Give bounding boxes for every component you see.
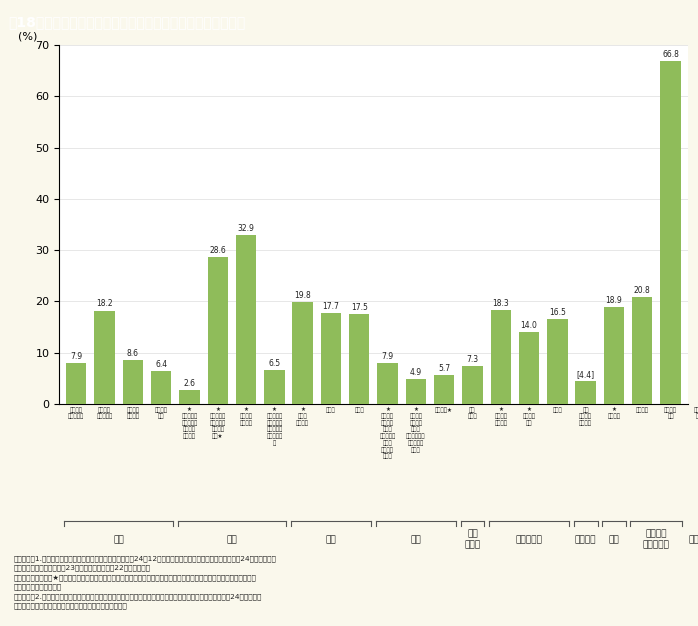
Text: 弁護士: 弁護士 [355,407,364,413]
Text: その他の
専門的職業: その他の 専門的職業 [643,530,670,550]
Text: （分野）: （分野） [689,535,698,544]
Text: 農林
水産業: 農林 水産業 [468,407,477,419]
Bar [292,302,313,404]
Bar [547,319,567,404]
Text: 8.6: 8.6 [127,349,139,357]
Text: 5.7: 5.7 [438,364,450,372]
Bar [236,235,256,404]
Text: 研究者: 研究者 [553,407,562,413]
Text: 国会議員
（衆議院）: 国会議員 （衆議院） [68,407,84,419]
Text: ★
民間企業
における
管理職
（１００人
以上）
（部長相
当職）: ★ 民間企業 における 管理職 （１００人 以上） （部長相 当職） [380,407,396,459]
Bar [434,374,454,404]
Bar [491,310,511,404]
Text: 17.5: 17.5 [351,303,368,312]
Text: 17.7: 17.7 [322,302,339,311]
Bar [349,314,369,404]
Text: 政治: 政治 [113,535,124,544]
Text: 6.4: 6.4 [155,360,168,369]
Bar [321,313,341,404]
Text: 4.9: 4.9 [410,367,422,377]
Bar [207,257,228,404]
Text: 20.8: 20.8 [634,286,651,295]
Text: ★
自治会長: ★ 自治会長 [607,407,621,419]
Text: 都道府県
議会議員: 都道府県 議会議員 [126,407,140,419]
Text: ★
国の審議
会等委員: ★ 国の審議 会等委員 [239,407,253,426]
Text: 医師＊＊: 医師＊＊ [636,407,648,413]
Text: ★
大学講師
以上: ★ 大学講師 以上 [523,407,535,426]
Text: 裁判官: 裁判官 [326,407,336,413]
Text: 16.5: 16.5 [549,308,566,317]
Bar [660,61,681,404]
Text: 歯科医師
＊＊: 歯科医師 ＊＊ [664,407,677,419]
Bar [462,366,482,404]
Text: 司法: 司法 [325,535,336,544]
Bar [66,363,87,404]
Bar [378,363,398,404]
Text: 14.0: 14.0 [521,321,537,330]
Text: 農業委員★: 農業委員★ [436,407,453,413]
Bar [94,310,114,404]
Text: [4.4]: [4.4] [577,370,595,379]
Text: (%): (%) [19,31,38,41]
Text: メディア: メディア [575,535,596,544]
Text: ★
国家公務員
（１種試験
専門事務
系区分）: ★ 国家公務員 （１種試験 専門事務 系区分） [181,407,198,439]
Bar [632,297,653,404]
Text: 7.3: 7.3 [466,356,479,364]
Bar [123,360,143,404]
Text: 18.9: 18.9 [606,296,623,305]
Text: 行政: 行政 [227,535,237,544]
Text: ★
民間企業
における
管理職
（課長相当）
（１００人
以上）: ★ 民間企業 における 管理職 （課長相当） （１００人 以上） [406,407,426,453]
Text: 6.5: 6.5 [268,359,281,369]
Bar [179,391,200,404]
Text: 都道府県
知事: 都道府県 知事 [155,407,168,419]
Text: 第18図　各分野における「指導的地位」に女性が占める割合: 第18図 各分野における「指導的地位」に女性が占める割合 [8,16,246,29]
Text: 雇用: 雇用 [410,535,422,544]
Bar [575,381,596,404]
Text: 66.8: 66.8 [662,51,679,59]
Bar [406,379,426,404]
Text: 18.3: 18.3 [492,299,509,308]
Bar [265,371,285,404]
Text: （備考）　1.「女性の政策・方針決定参画状況調べ」（平成24年12月）より一部情報を更新。原則として平成24年のデータ。
　　　　　　ただし，＊は23年のデータ: （備考） 1.「女性の政策・方針決定参画状況調べ」（平成24年12月）より一部情… [14,555,276,609]
Text: 記者
（日本新
聞協会）: 記者 （日本新 聞協会） [579,407,592,426]
Bar [519,332,540,404]
Text: 地域: 地域 [609,535,619,544]
Text: ★
本省課室長
相当職以上
の国家公
務員★: ★ 本省課室長 相当職以上 の国家公 務員★ [209,407,226,439]
Text: 7.9: 7.9 [382,352,394,361]
Bar [151,371,172,404]
Text: ★
高等学校
教頭以上: ★ 高等学校 教頭以上 [494,407,507,426]
Text: 28.6: 28.6 [209,246,226,255]
Text: 2.6: 2.6 [184,379,195,388]
Text: 7.9: 7.9 [70,352,82,361]
Text: 薬剤師
＊＊: 薬剤師 ＊＊ [694,407,698,419]
Text: ★
検察官
（稜事）: ★ 検察官 （稜事） [296,407,309,426]
Text: 教育・研究: 教育・研究 [516,535,542,544]
Text: 農林
水産業: 農林 水産業 [464,530,480,550]
Bar [604,307,624,404]
Text: 18.2: 18.2 [96,299,113,309]
Text: 国会議員
（参議院）: 国会議員 （参議院） [96,407,113,419]
Text: 32.9: 32.9 [237,224,255,233]
Text: ★
本庁課長相
当職以上の
職員　都道
府県におけ
る: ★ 本庁課長相 当職以上の 職員 都道 府県におけ る [266,407,283,446]
Text: 19.8: 19.8 [295,291,311,300]
